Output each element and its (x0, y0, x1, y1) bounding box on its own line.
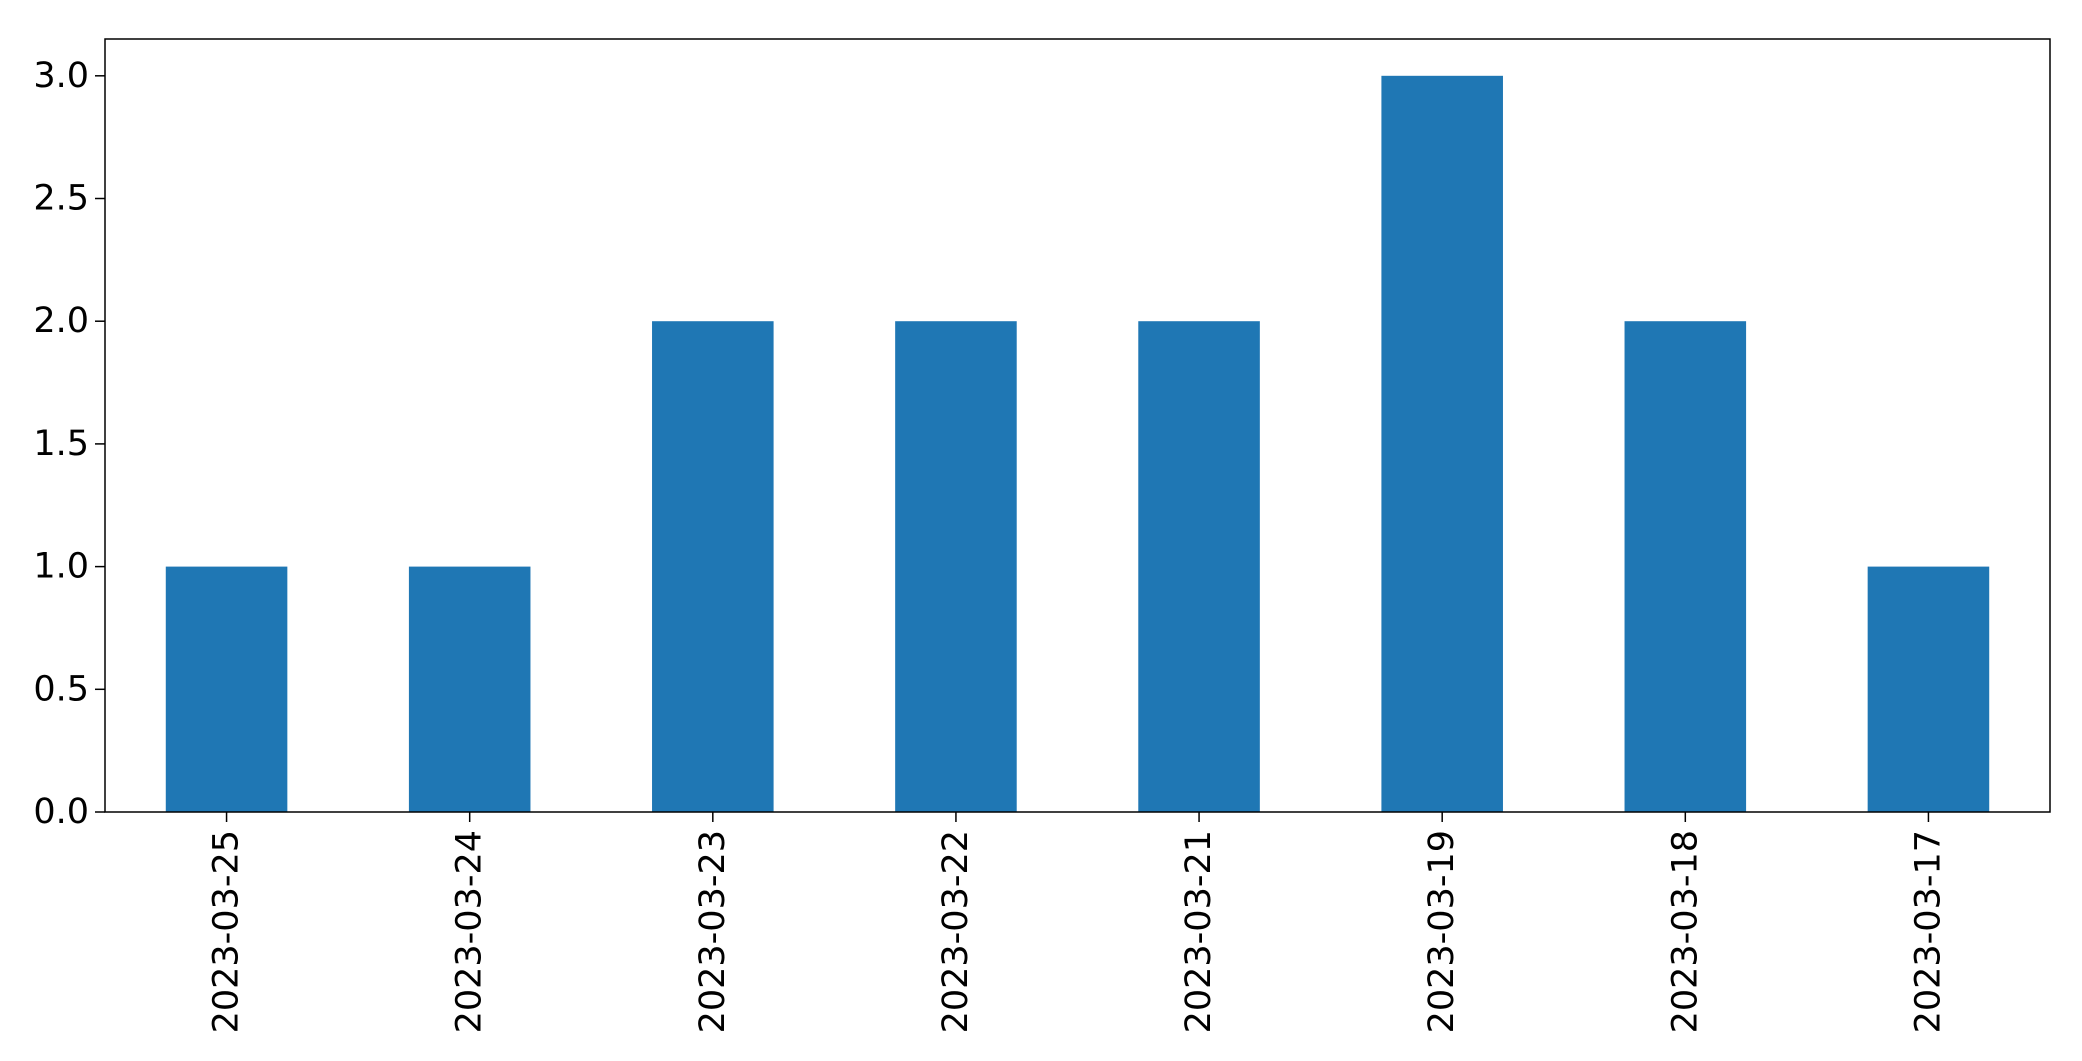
y-tick-label: 2.5 (33, 179, 89, 219)
y-tick-label: 0.0 (33, 792, 89, 832)
x-tick-label: 2023-03-22 (936, 830, 976, 1033)
bar-2023-03-17 (1867, 566, 1990, 812)
bar-2023-03-25 (165, 566, 288, 812)
y-tick-label: 1.5 (33, 424, 89, 464)
y-axis: 0.0 0.5 1.0 1.5 2.0 2.5 3.0 (33, 56, 105, 832)
x-axis: 2023-03-25 2023-03-24 2023-03-23 2023-03-22… (207, 812, 1948, 1033)
y-tick-label: 3.0 (33, 56, 89, 96)
plot-frame (104, 38, 2051, 813)
x-tick-label: 2023-03-19 (1422, 830, 1462, 1033)
y-tick-label: 0.5 (33, 669, 89, 709)
x-tick-label: 2023-03-25 (207, 830, 247, 1033)
x-tick-label: 2023-03-24 (450, 830, 490, 1033)
bar-2023-03-19 (1381, 75, 1503, 813)
bars-group (165, 75, 1990, 813)
bar-2023-03-22 (895, 321, 1017, 812)
bar-2023-03-23 (652, 321, 774, 812)
y-tick-label: 2.0 (33, 301, 89, 341)
x-tick-label: 2023-03-23 (693, 830, 733, 1033)
y-tick-label: 1.0 (33, 547, 89, 587)
x-tick-label: 2023-03-18 (1665, 830, 1705, 1033)
bar-2023-03-21 (1138, 321, 1260, 812)
x-tick-label: 2023-03-21 (1179, 830, 1219, 1033)
bar-2023-03-24 (408, 566, 531, 812)
x-tick-label: 2023-03-17 (1908, 830, 1948, 1033)
bar-2023-03-18 (1624, 321, 1747, 812)
